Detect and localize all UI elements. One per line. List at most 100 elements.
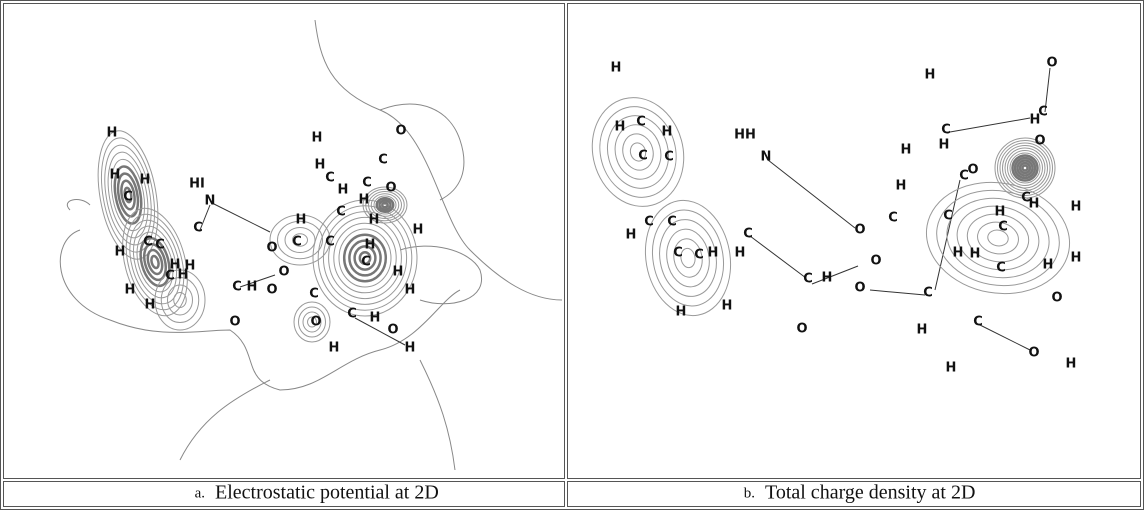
atom-label: H [1071,251,1082,266]
atom-label: O [229,315,240,330]
atom-label: O [1034,134,1045,149]
atom-label: O [796,322,807,337]
atom-label: C [165,269,175,284]
atom-label: H [405,341,416,356]
atom-label: H [662,125,673,140]
atom-label: C [636,115,646,130]
panel-label: a. [195,485,205,501]
panel-caption: Electrostatic potential at 2D [215,482,439,504]
atom-label: H [722,299,733,314]
atom-label: H [626,228,637,243]
atom-label: C [361,255,371,270]
atom-label: C [325,235,335,250]
atom-label: C [1021,191,1031,206]
atom-label: H [1066,357,1077,372]
atom-label: H [995,205,1006,220]
atom-label: C [888,211,898,226]
atom-label: C [667,215,677,230]
bond [212,203,270,232]
atom-label: H [140,173,151,188]
field-line [180,380,270,460]
atom-label: O [967,163,978,178]
atom-label: H [1043,258,1054,273]
atom-label: H [413,223,424,238]
bond [812,266,858,284]
atom-label: H [365,238,376,253]
atom-label: C [973,315,983,330]
atom-label: H [359,193,370,208]
atom-label: H [338,183,349,198]
atom-label: H [970,247,981,262]
bond [980,325,1030,350]
atom-label: O [387,323,398,338]
atom-label: C [362,176,372,191]
bond [750,236,806,278]
atom-label: C [694,248,704,263]
atom-label: C [644,215,654,230]
atom-label: C [325,171,335,186]
atom-label: HH [734,128,756,143]
atom-label: H [917,323,928,338]
atom-label: H [708,246,719,261]
atom-label: C [803,272,813,287]
atom-label: H [615,120,626,135]
atom-label: O [310,315,321,330]
atom-label: H [312,131,323,146]
atom-label: H [953,246,964,261]
atom-label: C [292,235,302,250]
atom-label: H [946,361,957,376]
atom-label: C [638,149,648,164]
figure: a. Electrostatic potential at 2D b. Tota… [0,0,1144,510]
atom-label: HI [189,177,205,192]
bonds [200,68,1050,350]
atom-label: H [822,271,833,286]
atom-label: H [125,283,136,298]
atom-label: N [761,150,772,165]
atom-label: H [296,213,307,228]
atom-label: H [925,68,936,83]
atom-label: H [329,341,340,356]
atom-label: O [870,254,881,269]
atom-label: H [369,213,380,228]
atom-label: C [123,190,133,205]
atom-label: H [315,158,326,173]
atom-label: H [393,265,404,280]
contour [1023,166,1028,171]
contour [998,141,1053,196]
atom-label: H [370,311,381,326]
atom-label: O [266,283,277,298]
atom-label: H [901,143,912,158]
atom-label: O [1046,56,1057,71]
atom-label: C [1038,105,1048,120]
atom-label: C [232,280,242,295]
atom-label: O [854,281,865,296]
atom-label: C [998,220,1008,235]
atom-label: C [155,238,165,253]
atom-label: C [336,205,346,220]
atom-label: O [385,181,396,196]
contour [918,171,1079,304]
contour [174,293,187,308]
atom-label: H [405,283,416,298]
contour-group [918,171,1079,304]
atom-label: N [205,194,216,209]
atom-label: H [107,126,118,141]
atom-label: C [743,227,753,242]
atom-label: H [178,268,189,283]
atom-label: O [854,223,865,238]
atom-label: H [110,168,121,183]
atom-label: H [939,138,950,153]
contour [161,278,199,323]
bond [768,160,855,228]
atom-label: H [896,179,907,194]
atom-label: C [941,123,951,138]
atom-label: C [143,235,153,250]
atom-label: O [1051,291,1062,306]
atom-label: H [676,305,687,320]
atom-label: H [247,280,258,295]
atom-label: O [266,241,277,256]
atom-label: C [923,286,933,301]
contour [1005,148,1045,188]
atom-label: C [664,150,674,165]
atom-label: C [378,153,388,168]
